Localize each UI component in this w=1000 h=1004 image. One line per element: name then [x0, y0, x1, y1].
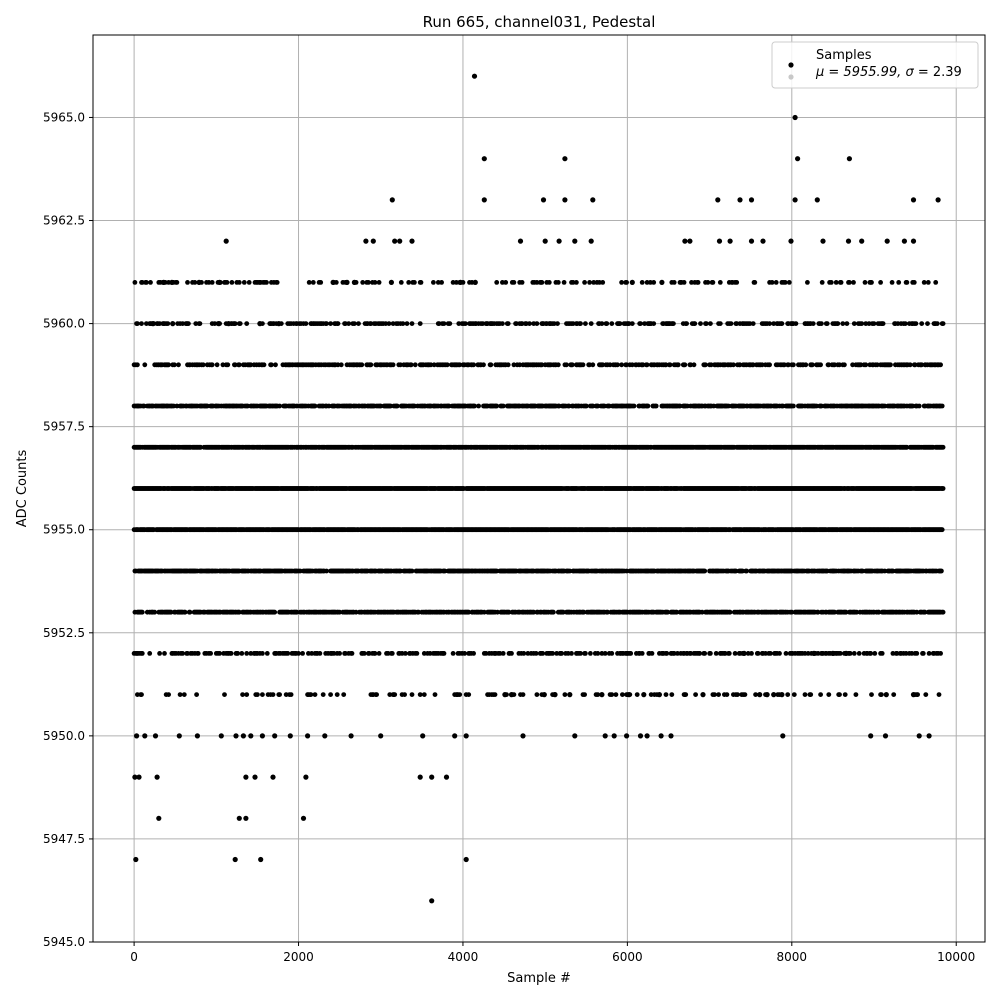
data-point — [744, 569, 749, 574]
data-point — [152, 610, 157, 615]
data-point — [564, 362, 569, 367]
data-point — [646, 404, 651, 409]
data-point — [210, 362, 215, 367]
data-point — [570, 362, 575, 367]
data-point — [201, 362, 206, 367]
data-point — [940, 404, 945, 409]
data-point — [472, 404, 477, 409]
data-point — [683, 362, 688, 367]
data-point — [409, 362, 414, 367]
data-point — [272, 610, 277, 615]
data-point — [692, 362, 697, 367]
data-point — [941, 610, 946, 615]
data-point — [395, 404, 400, 409]
data-point — [215, 362, 220, 367]
data-point — [676, 362, 681, 367]
data-point — [939, 569, 944, 574]
data-point — [917, 404, 922, 409]
data-point — [940, 527, 945, 532]
data-point — [135, 362, 140, 367]
data-point — [142, 362, 147, 367]
data-point — [313, 404, 318, 409]
data-point — [728, 610, 733, 615]
data-points — [132, 74, 946, 904]
data-point — [445, 362, 450, 367]
data-point — [615, 362, 620, 367]
data-point — [391, 362, 396, 367]
data-point — [703, 362, 708, 367]
data-point — [269, 362, 274, 367]
data-point — [702, 569, 707, 574]
data-point — [551, 610, 556, 615]
data-point — [369, 362, 374, 367]
data-point — [941, 486, 946, 491]
data-point — [359, 362, 364, 367]
data-point — [506, 362, 511, 367]
data-point — [324, 569, 329, 574]
data-point — [183, 610, 188, 615]
data-point — [471, 362, 476, 367]
data-point — [225, 362, 230, 367]
data-point — [413, 362, 418, 367]
data-point — [237, 362, 242, 367]
data-point — [581, 362, 586, 367]
data-point — [489, 362, 494, 367]
data-point — [791, 404, 796, 409]
data-point — [584, 404, 589, 409]
data-point — [188, 610, 193, 615]
data-point — [262, 362, 267, 367]
data-point — [273, 362, 278, 367]
data-point — [176, 362, 181, 367]
data-point — [481, 362, 486, 367]
data-point — [501, 404, 506, 409]
data-point — [140, 610, 145, 615]
data-point — [941, 445, 946, 450]
data-point — [645, 362, 650, 367]
data-point — [166, 362, 171, 367]
data-point — [619, 362, 624, 367]
data-point — [632, 404, 637, 409]
data-point — [476, 404, 481, 409]
data-point — [410, 569, 415, 574]
data-point — [556, 362, 561, 367]
data-point — [731, 362, 736, 367]
data-point — [339, 362, 344, 367]
data-point — [590, 362, 595, 367]
data-point — [494, 404, 499, 409]
data-point — [654, 404, 659, 409]
data-point — [277, 404, 282, 409]
data-point — [668, 362, 673, 367]
data-point — [172, 362, 177, 367]
